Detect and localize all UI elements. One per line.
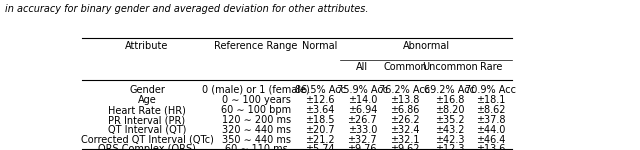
Text: QRS Complex (QRS): QRS Complex (QRS) [98,144,196,150]
Text: Reference Range: Reference Range [214,41,298,51]
Text: ±8.20: ±8.20 [435,105,464,115]
Text: 76.2% Acc: 76.2% Acc [380,85,431,95]
Text: ±26.7: ±26.7 [348,115,377,125]
Text: ±5.74: ±5.74 [305,144,335,150]
Text: ±14.0: ±14.0 [348,95,377,105]
Text: All: All [356,62,368,72]
Text: 0 (male) or 1 (female): 0 (male) or 1 (female) [202,85,310,95]
Text: ±9.62: ±9.62 [390,144,420,150]
Text: ±13.8: ±13.8 [390,95,420,105]
Text: ±37.8: ±37.8 [476,115,506,125]
Text: Rare: Rare [479,62,502,72]
Text: ±32.4: ±32.4 [390,125,420,135]
Text: 0 ∼ 100 years: 0 ∼ 100 years [221,95,291,105]
Text: ±18.5: ±18.5 [305,115,335,125]
Text: PR Interval (PR): PR Interval (PR) [108,115,186,125]
Text: ±26.2: ±26.2 [390,115,420,125]
Text: Uncommon: Uncommon [422,62,477,72]
Text: 120 ∼ 200 ms: 120 ∼ 200 ms [221,115,291,125]
Text: QT Interval (QT): QT Interval (QT) [108,125,186,135]
Text: in accuracy for binary gender and averaged deviation for other attributes.: in accuracy for binary gender and averag… [5,4,369,15]
Text: ±6.86: ±6.86 [390,105,420,115]
Text: 350 ∼ 440 ms: 350 ∼ 440 ms [221,135,291,145]
Text: ±9.76: ±9.76 [348,144,377,150]
Text: 320 ∼ 440 ms: 320 ∼ 440 ms [221,125,291,135]
Text: ±20.7: ±20.7 [305,125,335,135]
Text: ±43.2: ±43.2 [435,125,464,135]
Text: ±6.94: ±6.94 [348,105,377,115]
Text: ±16.8: ±16.8 [435,95,464,105]
Text: ±46.4: ±46.4 [476,135,506,145]
Text: Attribute: Attribute [125,41,169,51]
Text: ±32.7: ±32.7 [348,135,377,145]
Text: ±12.3: ±12.3 [435,144,464,150]
Text: ±18.1: ±18.1 [476,95,506,105]
Text: Age: Age [138,95,156,105]
Text: ±3.64: ±3.64 [305,105,335,115]
Text: 60 ∼ 100 bpm: 60 ∼ 100 bpm [221,105,291,115]
Text: 86.5% Acc: 86.5% Acc [294,85,346,95]
Text: 60 ∼ 110 ms: 60 ∼ 110 ms [225,144,287,150]
Text: Abnormal: Abnormal [403,41,450,51]
Text: ±12.6: ±12.6 [305,95,335,105]
Text: ±13.6: ±13.6 [476,144,506,150]
Text: Corrected QT Interval (QTc): Corrected QT Interval (QTc) [81,135,213,145]
Text: Common: Common [383,62,427,72]
Text: ±44.0: ±44.0 [476,125,506,135]
Text: ±35.2: ±35.2 [435,115,465,125]
Text: ±8.62: ±8.62 [476,105,506,115]
Text: 70.9% Acc: 70.9% Acc [465,85,516,95]
Text: ±21.2: ±21.2 [305,135,335,145]
Text: ±33.0: ±33.0 [348,125,377,135]
Text: Normal: Normal [302,41,338,51]
Text: Heart Rate (HR): Heart Rate (HR) [108,105,186,115]
Text: Gender: Gender [129,85,165,95]
Text: ±32.1: ±32.1 [390,135,420,145]
Text: 69.2% Acc: 69.2% Acc [424,85,475,95]
Text: ±42.3: ±42.3 [435,135,464,145]
Text: 75.9% Acc: 75.9% Acc [337,85,388,95]
